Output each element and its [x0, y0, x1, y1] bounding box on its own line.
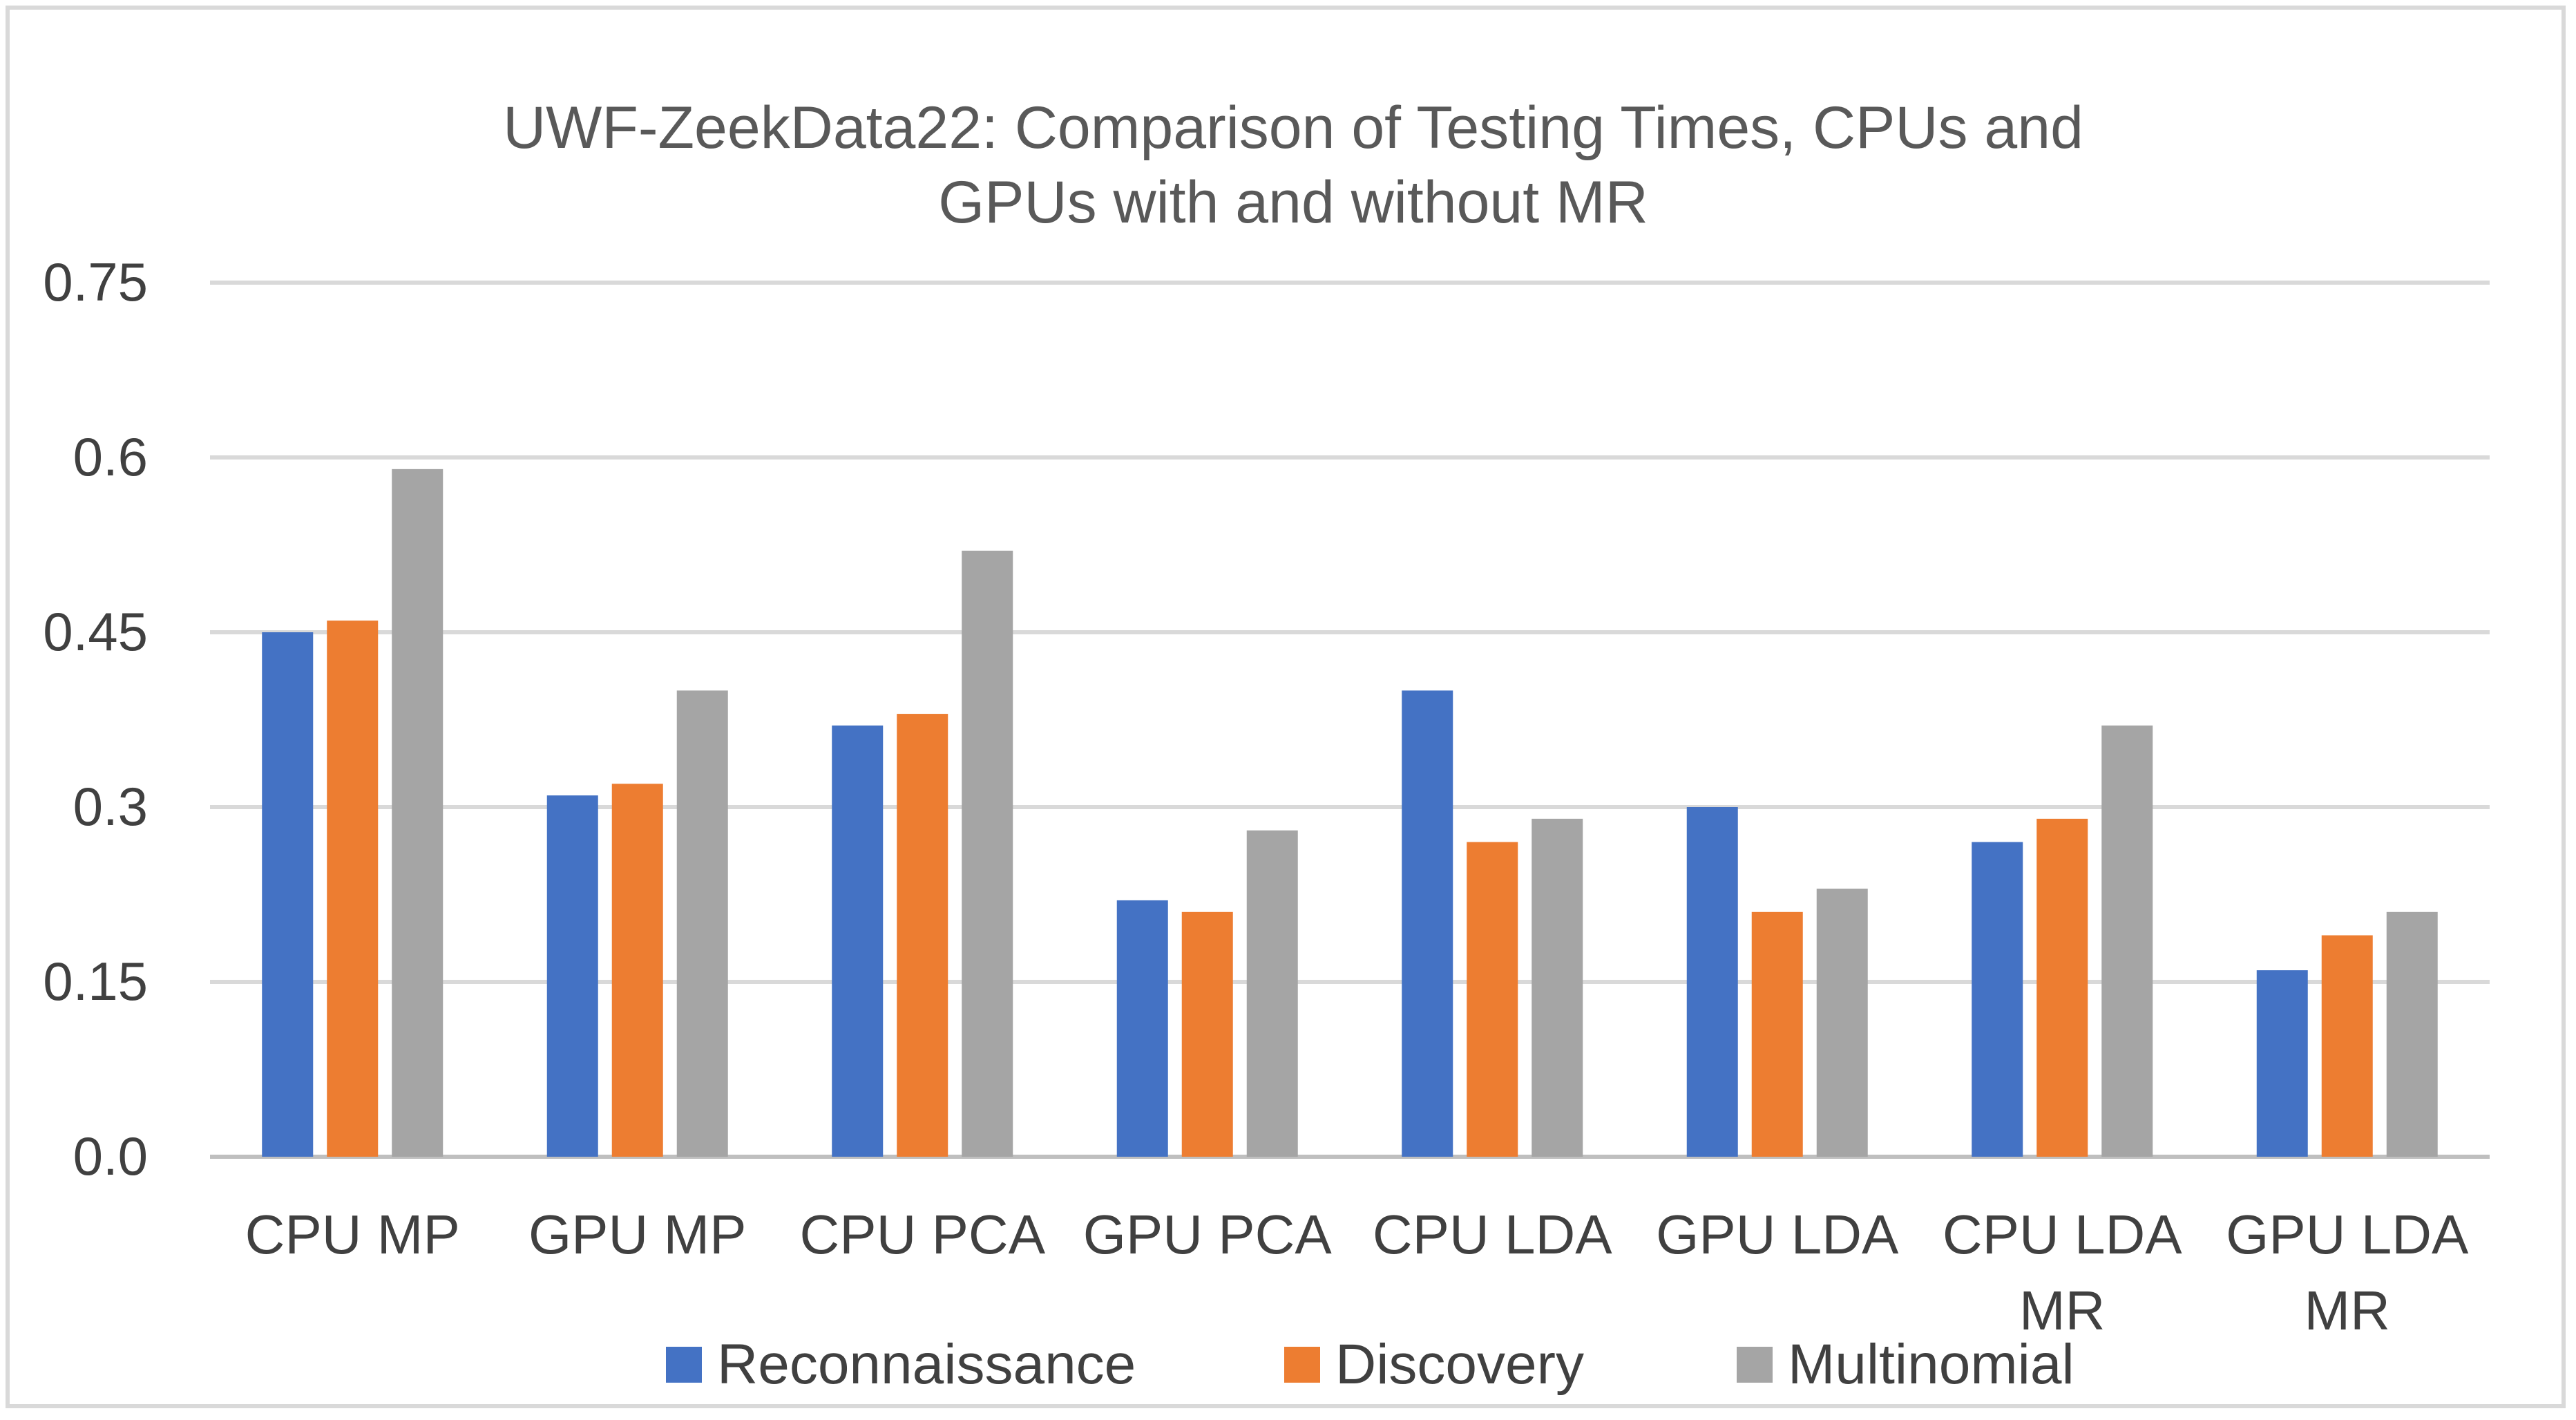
x-category-label-5: GPU LDA [1656, 1204, 1899, 1265]
x-category-label-7: GPU LDA [2226, 1204, 2469, 1265]
legend-label-multinomial: Multinomial [1788, 1333, 2074, 1396]
chart-svg: UWF-ZeekData22: Comparison of Testing Ti… [43, 95, 2490, 1396]
bar-multinomial-2 [962, 550, 1013, 1157]
chart-title-line-2: GPUs with and without MR [938, 169, 1648, 236]
bar-reconnaissance-1 [546, 795, 598, 1157]
x-axis-category-labels: CPU MP GPU MP CPU PCA GPU PCA CPU LDA GPU LDA… [245, 1204, 2469, 1341]
bar-multinomial-5 [1816, 889, 1868, 1157]
bar-reconnaissance-0 [262, 632, 314, 1157]
bar-discovery-2 [897, 714, 948, 1157]
bar-discovery-7 [2321, 935, 2373, 1157]
x-category-label-2: CPU PCA [799, 1204, 1045, 1265]
bar-discovery-1 [611, 784, 663, 1157]
y-axis-tick-labels: 0.0 0.15 0.3 0.45 0.6 0.75 [43, 252, 148, 1186]
bar-reconnaissance-6 [1972, 842, 2023, 1157]
y-tick-label-3: 0.45 [43, 601, 148, 662]
bar-multinomial-7 [2386, 911, 2438, 1157]
bar-multinomial-0 [392, 468, 443, 1157]
bar-reconnaissance-7 [2256, 970, 2308, 1157]
x-category-label-6: CPU LDA [1943, 1204, 2182, 1265]
x-category-label-4: CPU LDA [1373, 1204, 1612, 1265]
bar-reconnaissance-3 [1116, 900, 1168, 1157]
x-category-label-3: GPU PCA [1083, 1204, 1333, 1265]
bar-multinomial-1 [676, 690, 728, 1157]
x-category-label-7-line2: MR [2305, 1280, 2390, 1341]
legend-label-reconnaissance: Reconnaissance [717, 1333, 1136, 1396]
legend: Reconnaissance Discovery Multinomial [666, 1333, 2074, 1396]
legend-label-discovery: Discovery [1335, 1333, 1584, 1396]
x-category-label-0: CPU MP [245, 1204, 460, 1265]
bar-reconnaissance-5 [1686, 807, 1738, 1157]
legend-swatch-multinomial [1737, 1347, 1773, 1383]
chart-title-line-1: UWF-ZeekData22: Comparison of Testing Ti… [503, 95, 2083, 161]
chart-title: UWF-ZeekData22: Comparison of Testing Ti… [503, 95, 2083, 236]
bar-multinomial-6 [2101, 725, 2153, 1157]
bar-multinomial-3 [1246, 830, 1298, 1157]
y-tick-label-2: 0.3 [73, 776, 148, 837]
bar-reconnaissance-4 [1402, 690, 1453, 1157]
bar-discovery-0 [327, 621, 379, 1157]
bar-discovery-5 [1751, 911, 1803, 1157]
y-tick-label-1: 0.15 [43, 951, 148, 1012]
chart-area: UWF-ZeekData22: Comparison of Testing Ti… [6, 6, 2566, 1408]
bar-discovery-6 [2036, 818, 2088, 1157]
x-category-label-1: GPU MP [528, 1204, 747, 1265]
bar-discovery-3 [1181, 911, 1233, 1157]
bar-multinomial-4 [1532, 818, 1583, 1157]
y-tick-label-5: 0.75 [43, 252, 148, 312]
x-category-label-6-line2: MR [2019, 1280, 2105, 1341]
bars [262, 468, 2438, 1157]
y-tick-label-4: 0.6 [73, 426, 148, 487]
y-tick-label-0: 0.0 [73, 1126, 148, 1186]
legend-swatch-reconnaissance [666, 1347, 702, 1383]
bar-reconnaissance-2 [832, 725, 884, 1157]
bar-discovery-4 [1467, 842, 1518, 1157]
legend-swatch-discovery [1284, 1347, 1320, 1383]
